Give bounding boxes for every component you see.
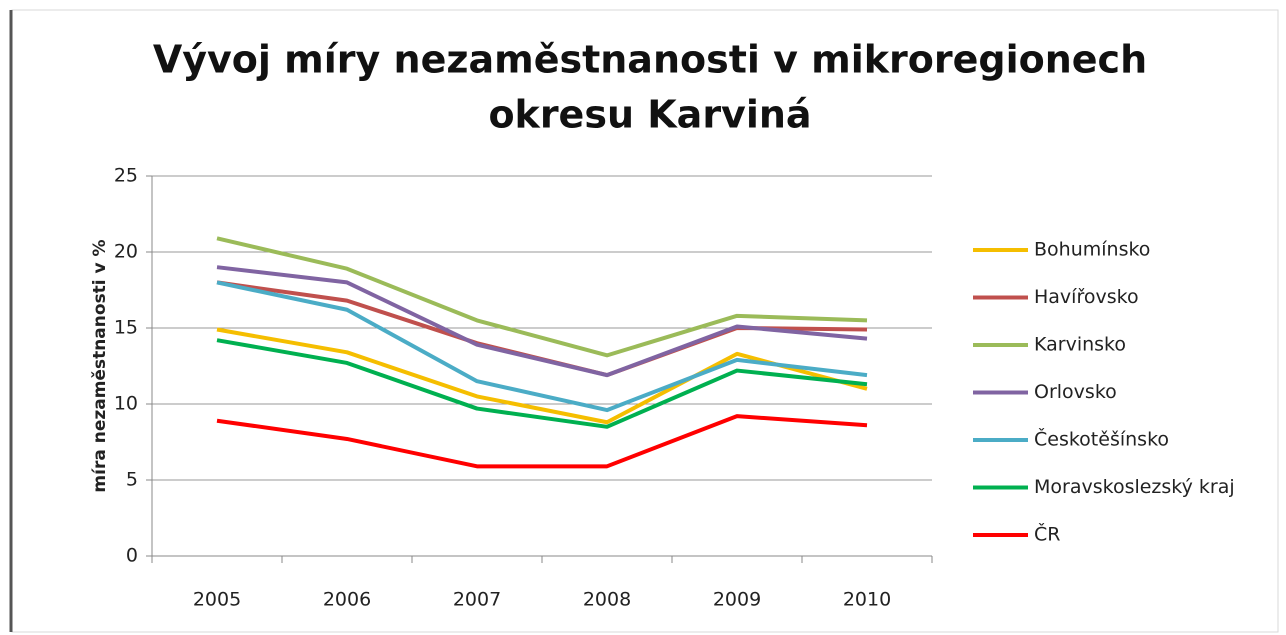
series-line xyxy=(216,414,868,469)
x-tick-label: 2006 xyxy=(323,589,371,611)
x-tick-label: 2005 xyxy=(193,589,241,611)
x-tick-label: 2009 xyxy=(713,589,761,611)
x-tick-label: 2010 xyxy=(843,589,891,611)
series-line xyxy=(216,327,868,425)
series-line xyxy=(216,280,868,413)
series-line xyxy=(216,265,868,378)
legend-label: Karvinsko xyxy=(1034,334,1126,356)
series-line xyxy=(216,236,868,358)
y-axis-label: míra nezaměstnanosti v % xyxy=(90,239,110,492)
legend-label: Havířovsko xyxy=(1034,286,1139,308)
legend-label: Moravskoslezský kraj xyxy=(1034,476,1235,498)
legend-label: ČR xyxy=(1034,522,1060,546)
y-tick-label: 0 xyxy=(126,545,138,567)
y-tick-label: 15 xyxy=(114,317,138,339)
chart-title: Vývoj míry nezaměstnanosti v mikroregion… xyxy=(153,38,1147,82)
x-tick-label: 2008 xyxy=(583,589,631,611)
y-tick-label: 10 xyxy=(114,393,138,415)
y-tick-label: 20 xyxy=(114,241,138,263)
y-tick-label: 25 xyxy=(114,165,138,187)
x-tick-label: 2007 xyxy=(453,589,501,611)
series-line xyxy=(216,338,868,429)
legend-label: Orlovsko xyxy=(1034,381,1117,403)
y-tick-label: 5 xyxy=(126,469,138,491)
legend-label: Bohumínsko xyxy=(1034,239,1150,261)
legend-label: Českotěšínsko xyxy=(1034,427,1169,451)
chart-title: okresu Karviná xyxy=(488,93,811,137)
